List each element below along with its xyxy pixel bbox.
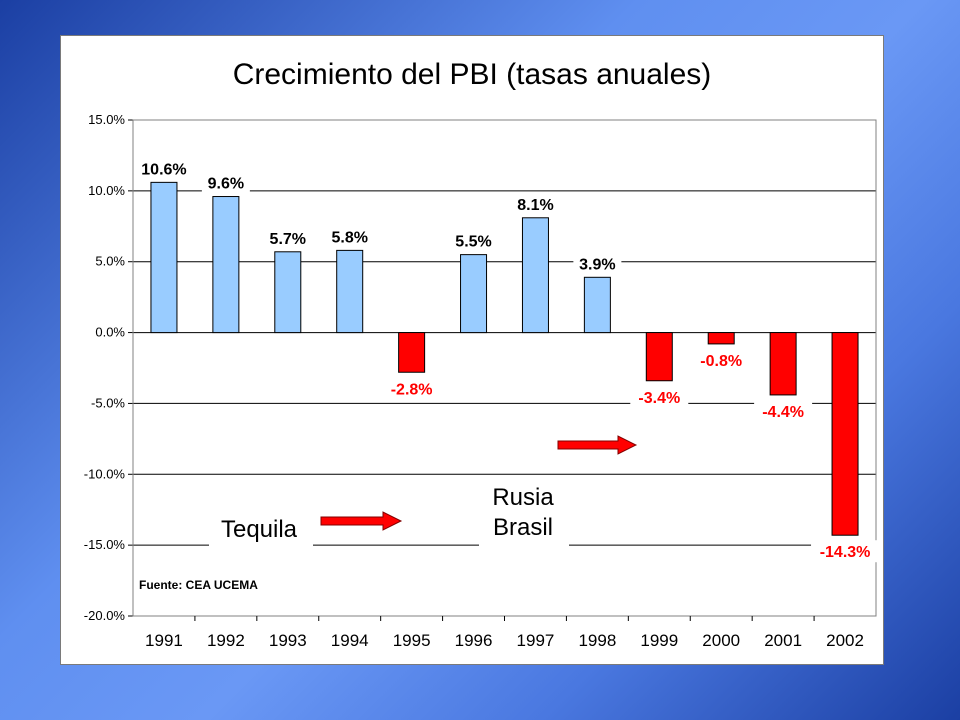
x-tick-label: 2002	[826, 631, 864, 650]
data-label-bg	[134, 157, 193, 180]
data-label: -2.8%	[391, 381, 433, 398]
source-note: Fuente: CEA UCEMA	[139, 578, 258, 592]
bar	[336, 249, 364, 334]
bar	[212, 196, 240, 334]
x-tick-label: 1999	[640, 631, 678, 650]
chart-panel: Crecimiento del PBI (tasas anuales) 15.0…	[60, 35, 884, 665]
bar	[831, 332, 859, 536]
data-label: 9.6%	[208, 176, 244, 193]
arrow-icon	[320, 511, 403, 531]
data-label-bg	[511, 192, 560, 215]
x-tick-label: 2000	[702, 631, 740, 650]
data-label-bg	[325, 225, 374, 248]
bar	[583, 276, 611, 334]
annotation-brasil: Brasil	[493, 514, 553, 541]
annotation-box	[479, 482, 569, 546]
x-tick-label: 1991	[145, 631, 183, 650]
annotation-rusia: Rusia	[492, 484, 554, 511]
x-tick-label: 2001	[764, 631, 802, 650]
data-label: 5.7%	[270, 231, 306, 248]
data-label-bg	[811, 540, 880, 563]
y-tick-label: -10.0%	[84, 466, 126, 481]
y-tick-label: -5.0%	[91, 395, 125, 410]
chart-title: Crecimiento del PBI (tasas anuales)	[232, 58, 712, 91]
annotation-box	[209, 506, 313, 550]
data-label: -3.4%	[638, 390, 680, 407]
bar	[521, 217, 549, 334]
x-tick-label: 1992	[207, 631, 245, 650]
x-tick-label: 1993	[269, 631, 307, 650]
data-label: 10.6%	[141, 161, 186, 178]
data-label: -14.3%	[820, 544, 871, 561]
bar	[769, 332, 797, 396]
y-tick-label: 0.0%	[95, 325, 125, 340]
annotation-tequila: Tequila	[221, 516, 298, 543]
x-tick-label: 1994	[331, 631, 369, 650]
data-label: 3.9%	[579, 256, 615, 273]
x-tick-label: 1996	[455, 631, 493, 650]
x-tick-label: 1997	[517, 631, 555, 650]
data-label: -0.8%	[700, 353, 742, 370]
data-label: 5.8%	[331, 229, 367, 246]
y-tick-label: 5.0%	[95, 254, 125, 269]
data-label-bg	[382, 377, 441, 400]
arrow-icon	[557, 435, 638, 455]
data-label-bg	[692, 348, 751, 371]
bar	[274, 251, 302, 334]
x-tick-label: 1995	[393, 631, 431, 650]
bar	[398, 332, 426, 373]
y-tick-label: -20.0%	[84, 608, 126, 623]
bar	[645, 332, 673, 382]
data-label-bg	[573, 252, 622, 275]
bar	[707, 332, 735, 345]
data-label-bg	[449, 229, 498, 252]
bar-chart: 15.0% 10.0% 5.0% 0.0% -5.0% -10.0% -15.0% -20.0…	[84, 112, 880, 650]
data-label-bg	[263, 226, 312, 249]
bar	[460, 254, 488, 334]
bar	[150, 181, 178, 334]
data-label-bg	[630, 385, 689, 408]
data-label: 8.1%	[517, 197, 553, 214]
data-label-bg	[201, 171, 250, 194]
data-label: -4.4%	[762, 404, 804, 421]
y-tick-label: -15.0%	[84, 537, 126, 552]
data-label: 5.5%	[455, 234, 491, 251]
x-tick-label: 1998	[578, 631, 616, 650]
y-tick-label: 15.0%	[88, 112, 125, 127]
data-label-bg	[754, 399, 813, 422]
y-tick-label: 10.0%	[88, 183, 125, 198]
